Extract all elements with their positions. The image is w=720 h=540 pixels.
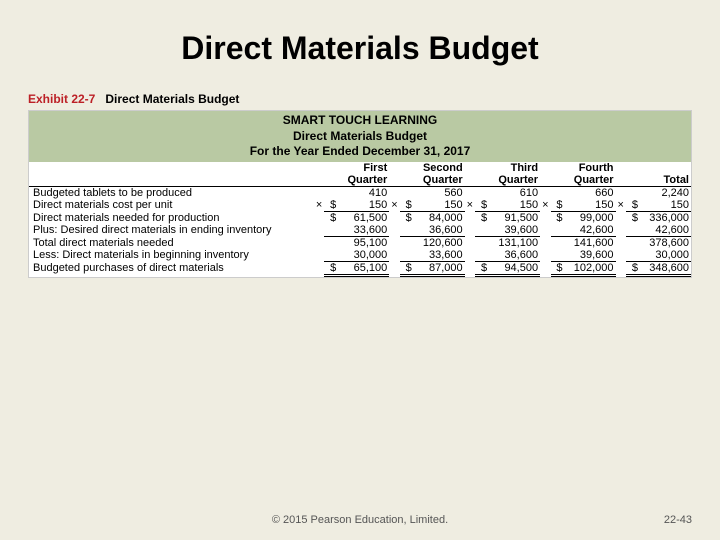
cell: 560 — [414, 186, 465, 199]
row-label: Plus: Desired direct materials in ending… — [29, 224, 314, 237]
colhead-q1a: First — [338, 162, 389, 174]
company-name: SMART TOUCH LEARNING — [29, 113, 691, 129]
colhead-row-1: First Second Third Fourth — [29, 162, 691, 174]
table-row: Budgeted purchases of direct materials $… — [29, 261, 691, 275]
cell: 120,600 — [414, 236, 465, 249]
cell: 131,100 — [489, 236, 540, 249]
times-icon: × — [465, 199, 475, 212]
cell: 150 — [414, 199, 465, 212]
colhead-q2a: Second — [414, 162, 465, 174]
dollar-icon: $ — [400, 211, 414, 224]
times-icon: × — [314, 199, 324, 212]
dollar-icon: $ — [551, 199, 565, 212]
row-label: Less: Direct materials in beginning inve… — [29, 249, 314, 262]
dollar-icon: $ — [324, 199, 338, 212]
cell: 36,600 — [489, 249, 540, 262]
dollar-icon: $ — [475, 211, 489, 224]
page-number: 22-43 — [664, 514, 692, 526]
colhead-row-2: Quarter Quarter Quarter Quarter Total — [29, 174, 691, 187]
cell: 30,000 — [640, 249, 691, 262]
slide-title: Direct Materials Budget — [0, 0, 720, 92]
dollar-icon: $ — [551, 261, 565, 275]
table-row: Direct materials needed for production $… — [29, 211, 691, 224]
times-icon: × — [389, 199, 399, 212]
report-period: For the Year Ended December 31, 2017 — [29, 144, 691, 160]
cell: 87,000 — [414, 261, 465, 275]
row-label: Total direct materials needed — [29, 236, 314, 249]
budget-table-container: SMART TOUCH LEARNING Direct Materials Bu… — [28, 110, 692, 278]
row-label: Direct materials needed for production — [29, 211, 314, 224]
cell: 65,100 — [338, 261, 389, 275]
colhead-q3b: Quarter — [489, 174, 540, 187]
budget-table: First Second Third Fourth Quarter Quarte… — [29, 162, 691, 277]
copyright-footer: © 2015 Pearson Education, Limited. — [0, 514, 720, 526]
table-row: Plus: Desired direct materials in ending… — [29, 224, 691, 237]
cell: 33,600 — [414, 249, 465, 262]
cell: 150 — [489, 199, 540, 212]
cell: 39,600 — [565, 249, 616, 262]
cell: 95,100 — [338, 236, 389, 249]
exhibit-caption: Exhibit 22-7 Direct Materials Budget — [0, 92, 720, 110]
cell: 610 — [489, 186, 540, 199]
cell: 410 — [338, 186, 389, 199]
cell: 30,000 — [338, 249, 389, 262]
cell: 378,600 — [640, 236, 691, 249]
exhibit-spacer — [99, 92, 102, 106]
dollar-icon: $ — [475, 199, 489, 212]
exhibit-number: Exhibit 22-7 — [28, 92, 95, 106]
times-icon: × — [616, 199, 626, 212]
dollar-icon: $ — [400, 261, 414, 275]
colhead-q2b: Quarter — [414, 174, 465, 187]
cell: 348,600 — [640, 261, 691, 275]
cell: 150 — [565, 199, 616, 212]
cell: 42,600 — [565, 224, 616, 237]
table-row: Direct materials cost per unit ×$150 ×$1… — [29, 199, 691, 212]
cell: 99,000 — [565, 211, 616, 224]
dollar-icon: $ — [400, 199, 414, 212]
colhead-q3a: Third — [489, 162, 540, 174]
colhead-q1b: Quarter — [338, 174, 389, 187]
cell: 141,600 — [565, 236, 616, 249]
cell: 150 — [640, 199, 691, 212]
colhead-q4a: Fourth — [565, 162, 616, 174]
dollar-icon: $ — [626, 199, 640, 212]
cell: 33,600 — [338, 224, 389, 237]
cell: 2,240 — [640, 186, 691, 199]
row-label: Budgeted tablets to be produced — [29, 186, 314, 199]
dollar-icon: $ — [551, 211, 565, 224]
cell: 42,600 — [640, 224, 691, 237]
cell: 39,600 — [489, 224, 540, 237]
times-icon: × — [540, 199, 550, 212]
cell: 94,500 — [489, 261, 540, 275]
cell: 36,600 — [414, 224, 465, 237]
dollar-icon: $ — [324, 261, 338, 275]
table-row: Budgeted tablets to be produced 410 560 … — [29, 186, 691, 199]
table-header-band: SMART TOUCH LEARNING Direct Materials Bu… — [29, 111, 691, 162]
cell: 84,000 — [414, 211, 465, 224]
cell: 61,500 — [338, 211, 389, 224]
cell: 660 — [565, 186, 616, 199]
cell: 336,000 — [640, 211, 691, 224]
dollar-icon: $ — [475, 261, 489, 275]
row-label: Direct materials cost per unit — [29, 199, 314, 212]
cell: 91,500 — [489, 211, 540, 224]
dollar-icon: $ — [626, 261, 640, 275]
colhead-q4b: Quarter — [565, 174, 616, 187]
cell: 102,000 — [565, 261, 616, 275]
report-name: Direct Materials Budget — [29, 129, 691, 145]
colhead-tot: Total — [640, 174, 691, 187]
exhibit-title: Direct Materials Budget — [105, 92, 239, 106]
row-label: Budgeted purchases of direct materials — [29, 261, 314, 275]
table-row: Less: Direct materials in beginning inve… — [29, 249, 691, 262]
table-row: Total direct materials needed 95,100 120… — [29, 236, 691, 249]
dollar-icon: $ — [626, 211, 640, 224]
dollar-icon: $ — [324, 211, 338, 224]
cell: 150 — [338, 199, 389, 212]
